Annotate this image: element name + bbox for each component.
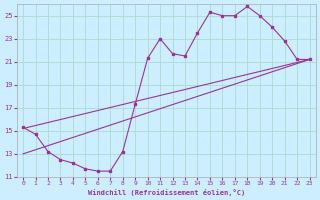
X-axis label: Windchill (Refroidissement éolien,°C): Windchill (Refroidissement éolien,°C): [88, 189, 245, 196]
